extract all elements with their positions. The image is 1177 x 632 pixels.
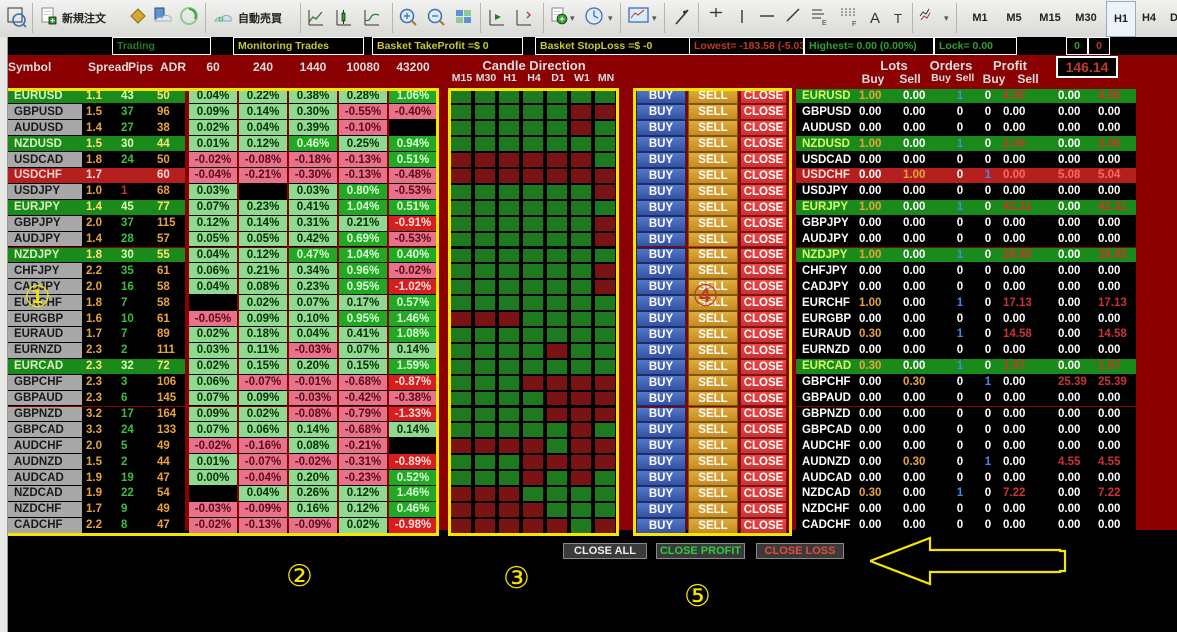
svg-text:F: F bbox=[852, 21, 856, 28]
svg-text:E: E bbox=[822, 20, 827, 27]
